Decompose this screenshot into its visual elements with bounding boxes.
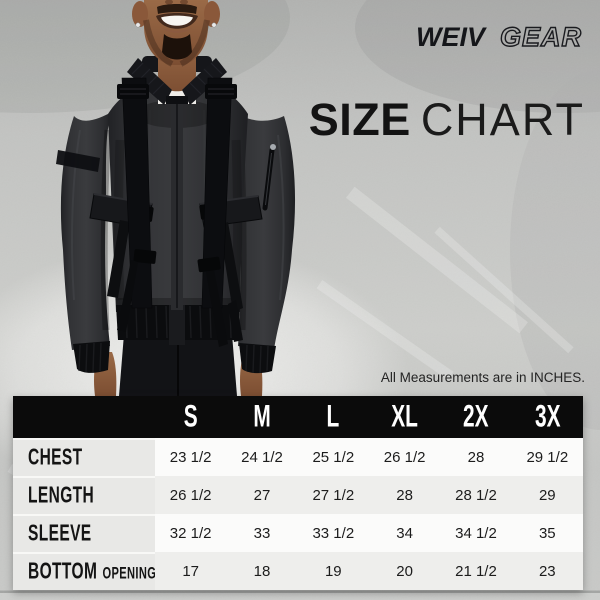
col-header-m: M bbox=[226, 396, 298, 438]
row-label-sleeve: SLEEVE bbox=[13, 514, 155, 552]
size-value-cell: 25 1/2 bbox=[297, 438, 369, 476]
col-header-3x: 3X bbox=[511, 396, 583, 438]
title-bold: SIZE bbox=[308, 94, 411, 145]
size-value-cell: 26 1/2 bbox=[368, 438, 441, 476]
ribbed-collar bbox=[127, 58, 227, 105]
page-title: SIZE CHART bbox=[309, 94, 585, 146]
front-zipper-placket bbox=[166, 96, 188, 310]
size-value-cell: 26 1/2 bbox=[155, 476, 227, 514]
jacket-sleeves bbox=[60, 112, 296, 350]
right-ear bbox=[204, 1, 220, 27]
size-value-cell: 28 bbox=[368, 476, 441, 514]
size-value-cell: 28 bbox=[440, 438, 512, 476]
size-value-cell: 27 bbox=[226, 476, 298, 514]
size-value-cell: 33 bbox=[226, 514, 298, 552]
size-value-cell: 29 1/2 bbox=[511, 438, 583, 476]
size-value-cell: 23 1/2 bbox=[155, 438, 227, 476]
model-photo bbox=[56, 0, 296, 396]
size-value-cell: 21 1/2 bbox=[440, 552, 512, 590]
teeth bbox=[161, 15, 193, 26]
sleeve-zipper bbox=[262, 144, 276, 211]
ribbed-cuffs bbox=[73, 341, 276, 374]
row-label-bottom-opening: BOTTOM OPENING bbox=[13, 552, 155, 590]
left-sleeve-strap bbox=[56, 150, 100, 172]
left-ear bbox=[132, 1, 148, 27]
harness-straps bbox=[117, 77, 237, 347]
measurement-note: All Measurements are in INCHES. bbox=[380, 370, 585, 385]
size-value-cell: 34 bbox=[368, 514, 441, 552]
size-value-cell: 32 1/2 bbox=[155, 514, 227, 552]
table-row-chest: CHEST 23 1/2 24 1/2 25 1/2 26 1/2 28 29 … bbox=[13, 438, 583, 476]
brand-logo-weiv: WEIV bbox=[416, 22, 487, 52]
size-value-cell: 35 bbox=[511, 514, 583, 552]
size-value-cell: 19 bbox=[297, 552, 369, 590]
model-head bbox=[132, 0, 220, 94]
right-earring bbox=[211, 22, 217, 28]
row-label-length: LENGTH bbox=[13, 476, 155, 514]
size-value-cell: 33 1/2 bbox=[297, 514, 369, 552]
col-header-xl: XL bbox=[368, 396, 441, 438]
size-value-cell: 28 1/2 bbox=[440, 476, 512, 514]
mustache bbox=[157, 4, 197, 14]
col-header-blank bbox=[13, 396, 155, 438]
title-light: CHART bbox=[420, 94, 585, 145]
brand-logo: WEIV GEAR bbox=[414, 20, 586, 59]
left-earring bbox=[135, 22, 141, 28]
col-header-s: S bbox=[155, 396, 227, 438]
size-value-cell: 20 bbox=[368, 552, 441, 590]
size-value-cell: 34 1/2 bbox=[440, 514, 512, 552]
table-row-bottom-opening: BOTTOM OPENING 17 18 19 20 21 1/2 23 bbox=[13, 552, 583, 590]
size-table-header-row: S M L XL 2X 3X bbox=[13, 396, 583, 438]
row-label-chest: CHEST bbox=[13, 438, 155, 476]
table-row-sleeve: SLEEVE 32 1/2 33 33 1/2 34 34 1/2 35 bbox=[13, 514, 583, 552]
brand-logo-gear: GEAR bbox=[500, 22, 582, 52]
table-row-length: LENGTH 26 1/2 27 27 1/2 28 28 1/2 29 bbox=[13, 476, 583, 514]
size-value-cell: 23 bbox=[511, 552, 583, 590]
goatee bbox=[162, 34, 192, 60]
size-value-cell: 18 bbox=[226, 552, 298, 590]
size-value-cell: 17 bbox=[155, 552, 227, 590]
col-header-2x: 2X bbox=[440, 396, 512, 438]
size-table: S M L XL 2X 3X CHEST 23 1/2 24 1/2 25 1/… bbox=[13, 396, 583, 590]
size-value-cell: 27 1/2 bbox=[297, 476, 369, 514]
size-value-cell: 29 bbox=[511, 476, 583, 514]
col-header-l: L bbox=[297, 396, 369, 438]
black-pants bbox=[119, 334, 237, 396]
size-value-cell: 24 1/2 bbox=[226, 438, 298, 476]
